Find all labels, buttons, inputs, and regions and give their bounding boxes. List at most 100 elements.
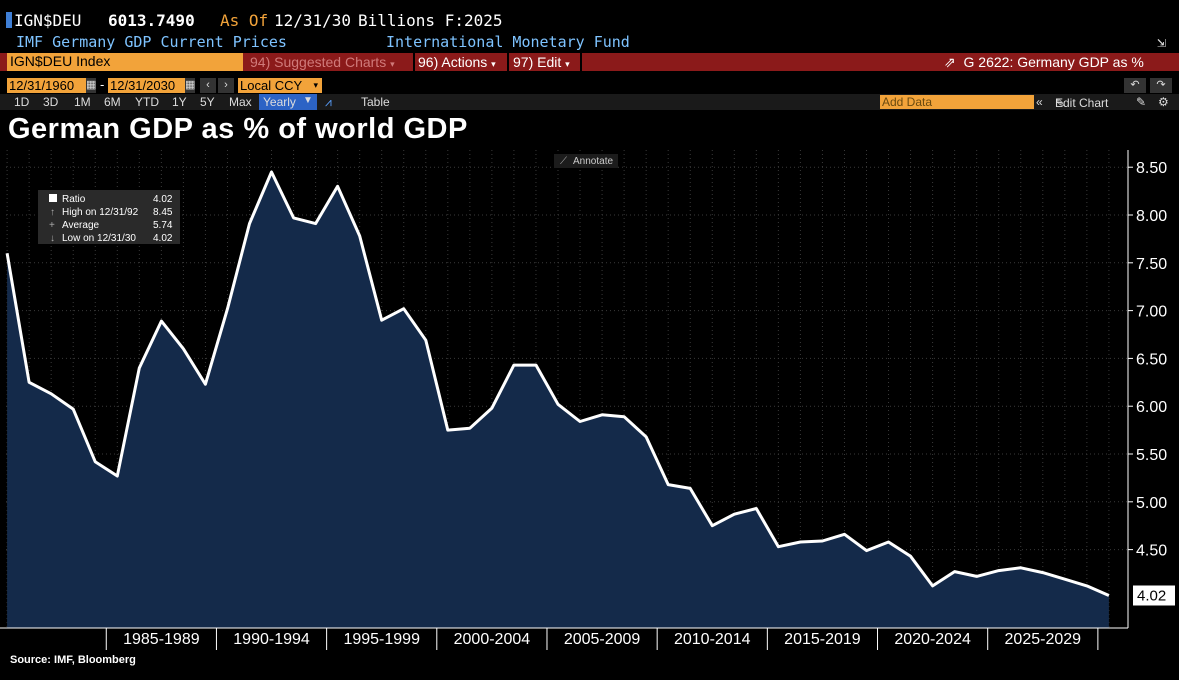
toolbar-divider: [413, 53, 415, 71]
frequency-select[interactable]: Yearly ▼: [259, 94, 317, 110]
x-tick-label: 2005-2009: [564, 631, 641, 648]
annotate-pencil-icon: ⟋: [560, 156, 567, 167]
ticker-label: IGN$DEU: [14, 11, 82, 30]
edit-menu[interactable]: 97) Edit ▾: [513, 53, 570, 71]
period-toolbar: 1D 3D 1M 6M YTD 1Y 5Y Max Yearly ▼ ⩘ Tabl…: [0, 94, 1179, 110]
security-header: IGN$DEU 6013.7490 As Of 12/31/30 Billion…: [0, 10, 1179, 32]
period-button[interactable]: 5Y: [200, 95, 215, 109]
redo-icon[interactable]: ↷: [1150, 78, 1172, 93]
chevron-down-icon: ▾: [390, 59, 395, 69]
period-button[interactable]: 1M: [74, 95, 91, 109]
y-axis: 4.50 5.00 5.50 6.00 6.50 7.00 7.50 8.00 8.50: [1127, 150, 1167, 628]
line-chart-icon[interactable]: ⩘: [325, 95, 332, 109]
legend-high-label: High on 12/31/92: [62, 207, 139, 218]
y-tick-label: 4.50: [1136, 543, 1167, 560]
x-tick-label: 2025-2029: [1005, 631, 1082, 648]
last-value-text: 4.02: [1137, 587, 1166, 604]
chevron-down-icon: ▾: [491, 59, 496, 69]
y-tick-label: 8.50: [1136, 160, 1167, 177]
start-date-input[interactable]: 12/31/1960: [7, 78, 87, 93]
edit-icon[interactable]: ✎: [1136, 95, 1147, 109]
collapse-icon[interactable]: «: [1036, 95, 1043, 109]
annotate-label: Annotate: [573, 156, 613, 167]
annotate-button[interactable]: ⟋ Annotate: [554, 154, 618, 168]
chart-title: German GDP as % of world GDP: [8, 113, 468, 145]
add-data-input[interactable]: Add Data: [880, 95, 1034, 109]
legend-ratio-label: Ratio: [62, 194, 86, 205]
security-marker: [6, 12, 12, 28]
next-period-icon[interactable]: ›: [218, 78, 234, 93]
currency-select[interactable]: Local CCY ▾: [238, 78, 322, 93]
frequency-label: Yearly: [263, 95, 296, 109]
y-tick-label: 7.50: [1136, 256, 1167, 273]
period-button[interactable]: 1D: [14, 95, 30, 109]
x-axis: 1985-1989 1990-1994 1995-1999 2000-2004 2005…: [0, 627, 1128, 650]
chart-id[interactable]: ⇗ G 2622: Germany GDP as %: [944, 53, 1144, 71]
suggested-charts-label: 94) Suggested Charts: [250, 54, 387, 70]
legend-ratio-value: 4.02: [153, 194, 173, 205]
units-label: Billions F:2025: [358, 11, 503, 30]
x-tick-label: 2020-2024: [894, 631, 971, 648]
legend-average-value: 5.74: [153, 220, 173, 231]
period-button[interactable]: YTD: [135, 95, 159, 109]
source-organization: International Monetary Fund: [386, 33, 630, 51]
period-button[interactable]: 6M: [104, 95, 121, 109]
y-tick-label: 7.00: [1136, 304, 1167, 321]
x-tick-label: 1995-1999: [343, 631, 420, 648]
last-value-tag: 4.02: [1133, 585, 1175, 606]
series-description: IMF Germany GDP Current Prices: [16, 33, 287, 51]
legend-average-label: Average: [62, 220, 100, 231]
last-value-box: [1133, 585, 1175, 606]
date-range-row: 12/31/1960 ▦ - 12/31/2030 ▦ ‹ › Local CC…: [0, 76, 1179, 94]
chevron-down-icon: ▼: [303, 95, 313, 106]
edit-chart-label: Edit Chart: [1055, 96, 1109, 110]
last-value: 6013.7490: [108, 11, 195, 30]
currency-label: Local CCY: [240, 78, 303, 93]
legend-low-label: Low on 12/31/30: [62, 233, 136, 244]
command-toolbar: IGN$DEU Index 94) Suggested Charts ▾ 96)…: [0, 53, 1179, 71]
chart-id-label: G 2622: Germany GDP as %: [963, 54, 1144, 70]
chart-area[interactable]: 4.50 5.00 5.50 6.00 6.50 7.00 7.50 8.00 8.50 198…: [0, 150, 1179, 650]
period-button[interactable]: 1Y: [172, 95, 187, 109]
chevron-down-icon: ▾: [313, 80, 318, 90]
calendar-icon[interactable]: ▦: [86, 78, 97, 93]
x-tick-label: 1985-1989: [123, 631, 200, 648]
y-tick-label: 6.50: [1136, 351, 1167, 368]
suggested-charts-menu[interactable]: 94) Suggested Charts ▾: [250, 53, 395, 71]
undo-icon[interactable]: ↶: [1124, 78, 1146, 93]
period-button[interactable]: 3D: [43, 95, 59, 109]
gear-icon[interactable]: ⚙: [1158, 95, 1169, 109]
series-area: [7, 172, 1109, 628]
average-marker-icon: +: [49, 220, 55, 231]
export-icon[interactable]: ⇲: [1157, 33, 1167, 51]
external-link-icon: ⇗: [944, 54, 956, 70]
previous-period-icon[interactable]: ‹: [200, 78, 216, 93]
x-tick-label: 2010-2014: [674, 631, 751, 648]
toolbar-divider: [507, 53, 509, 71]
security-field-text: IGN$DEU Index: [10, 53, 111, 69]
legend-high-value: 8.45: [153, 207, 173, 218]
as-of-date: 12/31/30: [274, 11, 352, 30]
description-row: IMF Germany GDP Current Prices Internati…: [0, 33, 1179, 51]
y-tick-label: 5.50: [1136, 447, 1167, 464]
security-field[interactable]: IGN$DEU Index: [7, 53, 243, 71]
series-line[interactable]: [5, 170, 1110, 597]
period-button[interactable]: Max: [229, 95, 252, 109]
pencil-icon: ✎: [1055, 96, 1066, 110]
as-of-label: As Of: [220, 11, 269, 30]
legend-low-value: 4.02: [153, 233, 173, 244]
ratio-swatch: [49, 194, 57, 202]
low-marker-icon: ↓: [50, 233, 55, 244]
y-tick-label: 5.00: [1136, 495, 1167, 512]
end-date-input[interactable]: 12/31/2030: [108, 78, 185, 93]
annotate-button-bg: [554, 154, 618, 168]
calendar-icon[interactable]: ▦: [185, 78, 196, 93]
y-tick-label: 8.00: [1136, 208, 1167, 225]
edit-label: 97) Edit: [513, 54, 562, 70]
table-button[interactable]: Table: [361, 95, 390, 109]
high-marker-icon: ↑: [50, 207, 55, 218]
actions-menu[interactable]: 96) Actions ▾: [418, 53, 496, 71]
actions-label: 96) Actions: [418, 54, 488, 70]
source-note: Source: IMF, Bloomberg: [10, 654, 136, 666]
date-separator: -: [100, 77, 105, 92]
